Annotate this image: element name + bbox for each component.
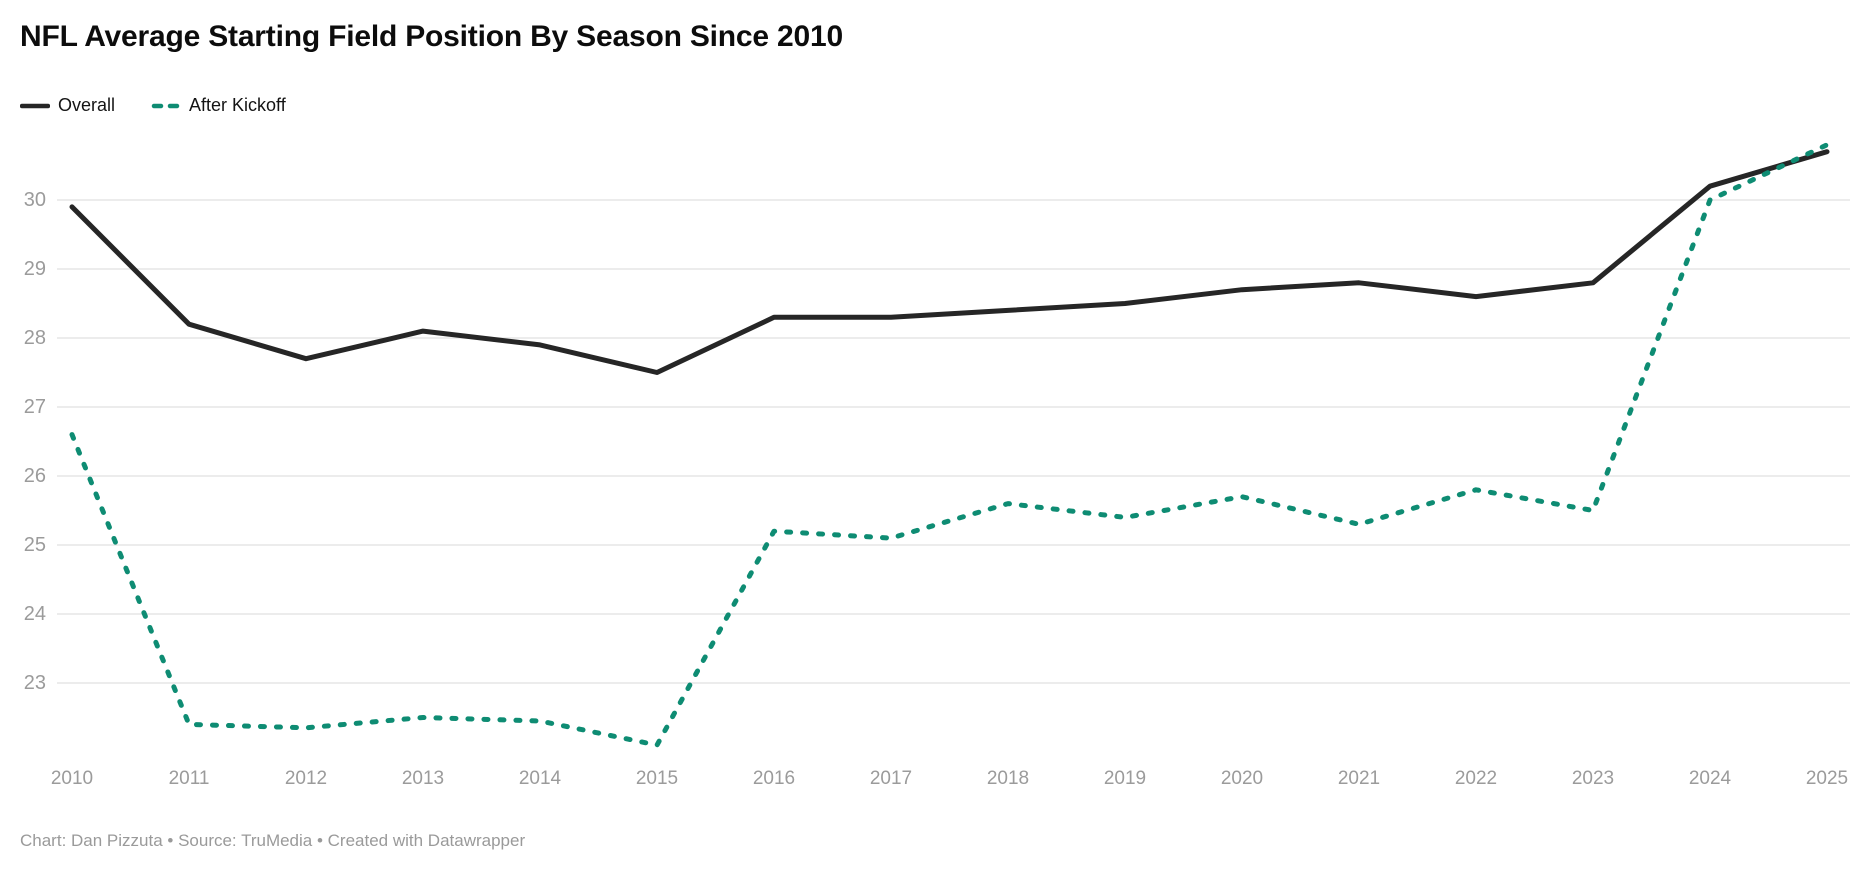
x-tick-label: 2020 [1221, 768, 1263, 789]
series-line-overall [69, 149, 1830, 375]
y-tick-label: 28 [24, 327, 46, 349]
x-tick-label: 2015 [636, 768, 678, 789]
y-tick-label: 24 [24, 603, 46, 625]
overall-line-swatch [20, 103, 50, 108]
x-tick-label: 2016 [753, 768, 795, 789]
legend: Overall After Kickoff [20, 95, 286, 116]
y-tick-label: 25 [24, 534, 46, 556]
x-tick-label: 2010 [51, 768, 93, 789]
legend-label-overall: Overall [58, 95, 116, 115]
x-tick-label: 2017 [870, 768, 912, 789]
y-tick-label: 27 [24, 396, 46, 418]
legend-item-after-kickoff: After Kickoff [151, 95, 286, 116]
x-tick-label: 2013 [402, 768, 444, 789]
series-line-after-kickoff [69, 142, 1830, 748]
chart-title: NFL Average Starting Field Position By S… [20, 20, 843, 53]
y-tick-label: 23 [24, 672, 46, 694]
legend-item-overall: Overall [20, 95, 115, 116]
x-tick-label: 2023 [1572, 768, 1614, 789]
x-tick-label: 2025 [1806, 768, 1848, 789]
y-tick-label: 29 [24, 258, 46, 280]
x-tick-label: 2011 [169, 768, 210, 789]
y-tick-label: 30 [24, 189, 46, 211]
y-tick-label: 26 [24, 465, 46, 487]
x-tick-label: 2014 [519, 768, 562, 789]
x-tick-label: 2022 [1455, 768, 1497, 789]
x-tick-label: 2024 [1689, 768, 1732, 789]
x-tick-label: 2021 [1338, 768, 1380, 789]
after-kickoff-line-swatch [151, 103, 182, 108]
attribution: Chart: Dan Pizzuta • Source: TruMedia • … [20, 831, 526, 850]
x-tick-label: 2019 [1104, 768, 1146, 789]
legend-label-after-kickoff: After Kickoff [189, 95, 286, 115]
x-tick-label: 2018 [987, 768, 1029, 789]
x-tick-label: 2012 [285, 768, 327, 789]
